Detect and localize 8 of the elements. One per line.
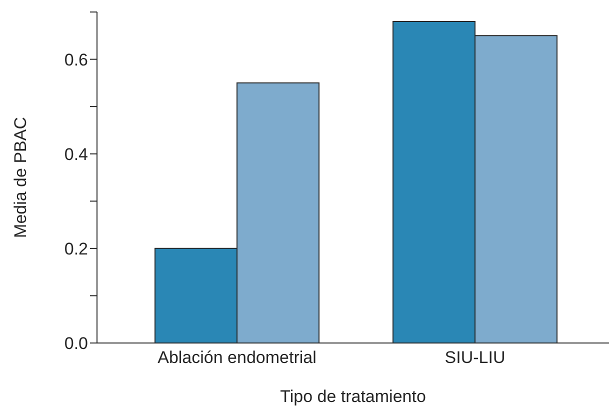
y-tick-label: 0.4 (64, 144, 88, 164)
y-tick-label: 0.6 (64, 50, 88, 70)
y-tick-label: 0.0 (64, 334, 88, 354)
y-tick-label: 0.2 (64, 239, 88, 258)
x-tick-label: Ablación endometrial (158, 348, 316, 368)
y-axis-title: Media de PBAC (11, 117, 30, 238)
x-tick-label: SIU-LIU (444, 348, 506, 368)
x-axis-title: Tipo de tratamiento (280, 387, 426, 406)
